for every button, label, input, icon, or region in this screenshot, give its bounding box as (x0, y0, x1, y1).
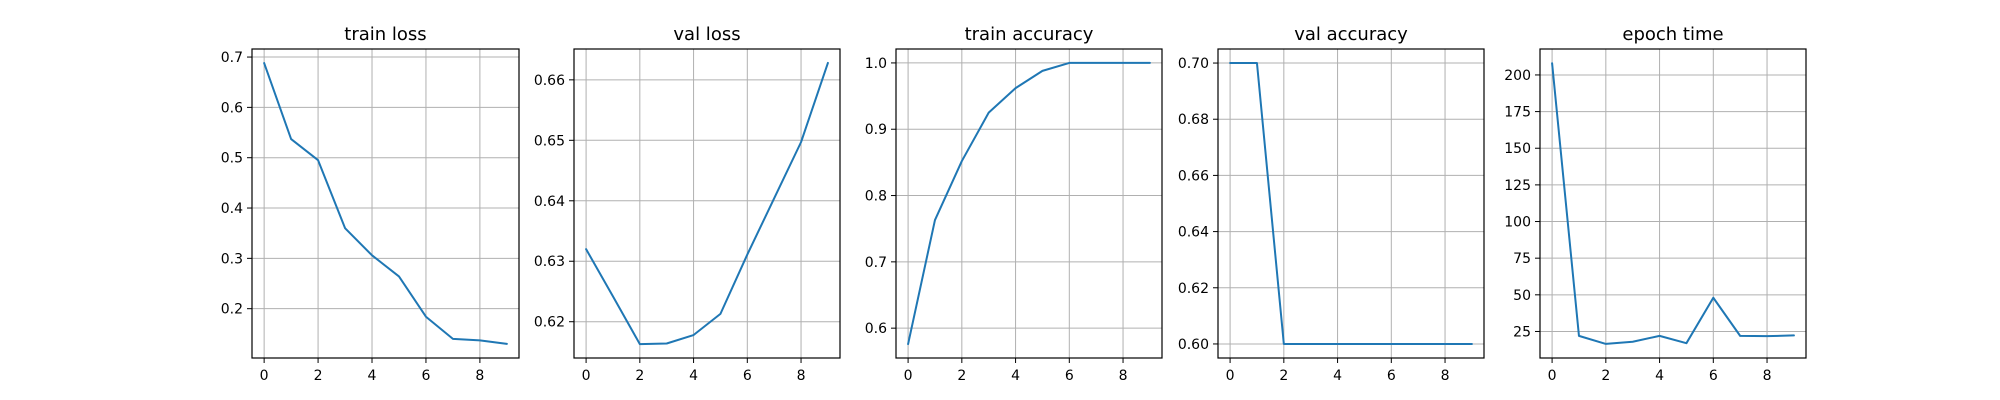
train-loss-y-tick-label: 0.4 (221, 201, 243, 217)
train-loss-series-line (263, 62, 508, 345)
train-accuracy-x-tick-label: 4 (1011, 368, 1020, 384)
train-accuracy-y-tick-label: 1.0 (865, 56, 887, 72)
train-accuracy-x-tick-label: 6 (1065, 368, 1074, 384)
epoch-time-y-tick-label: 200 (1504, 68, 1531, 84)
epoch-time-y-tick-label: 125 (1504, 178, 1531, 194)
epoch-time-x-tick-label: 4 (1655, 368, 1664, 384)
train-loss-title: train loss (344, 24, 426, 45)
val-loss-chart: 0 2 4 6 8 0.62 0.63 0.64 0.65 0.66 val loss (534, 24, 841, 384)
val-accuracy-x-tick-label: 4 (1333, 368, 1342, 384)
val-accuracy-y-tick-label: 0.62 (1178, 281, 1209, 297)
train-loss-plot-frame (251, 48, 520, 359)
epoch-time-title: epoch time (1622, 24, 1723, 45)
epoch-time-x-tick-label: 0 (1548, 368, 1557, 384)
val-loss-plot-frame (573, 48, 841, 359)
val-accuracy-y-tick-label: 0.66 (1178, 168, 1209, 184)
train-loss-y-tick-label: 0.2 (221, 302, 243, 318)
train-loss-x-tick-label: 6 (421, 368, 430, 384)
train-accuracy-plot-frame (895, 48, 1163, 359)
train-loss-x-tick-label: 0 (260, 368, 269, 384)
train-accuracy-y-tick-label: 0.8 (865, 189, 887, 205)
train-accuracy-chart: 0 2 4 6 8 0.6 0.7 0.8 0.9 1.0 train accuracy (865, 24, 1163, 384)
train-accuracy-title: train accuracy (965, 24, 1094, 45)
epoch-time-y-tick-label: 50 (1513, 288, 1531, 304)
val-accuracy-y-tick-label: 0.68 (1178, 112, 1209, 128)
val-loss-x-tick-label: 2 (635, 368, 644, 384)
train-accuracy-y-tick-label: 0.7 (865, 255, 887, 271)
epoch-time-x-tick-label: 2 (1601, 368, 1610, 384)
train-loss-y-tick-label: 0.3 (221, 251, 243, 267)
val-accuracy-y-tick-label: 0.60 (1178, 337, 1209, 353)
epoch-time-y-tick-label: 100 (1504, 215, 1531, 231)
epoch-time-chart: 0 2 4 6 8 25 50 75 100 125 150 175 200 epoch time (1504, 24, 1807, 384)
val-loss-title: val loss (673, 24, 740, 45)
train-loss-x-tick-label: 8 (475, 368, 484, 384)
val-loss-y-tick-label: 0.64 (534, 194, 565, 210)
val-accuracy-x-tick-label: 8 (1441, 368, 1450, 384)
train-accuracy-x-tick-label: 0 (904, 368, 913, 384)
train-accuracy-series-line (907, 61, 1151, 346)
train-loss-chart: 0 2 4 6 8 0.2 0.3 0.4 0.5 0.6 0.7 train loss (221, 24, 520, 384)
val-accuracy-y-tick-label: 0.70 (1178, 56, 1209, 72)
train-loss-y-tick-label: 0.6 (221, 100, 243, 116)
val-accuracy-chart: 0 2 4 6 8 0.60 0.62 0.64 0.66 0.68 0.70 val accurac… (1178, 24, 1485, 384)
val-accuracy-plot-frame (1217, 48, 1485, 359)
val-loss-x-tick-label: 6 (743, 368, 752, 384)
val-accuracy-series-line (1229, 62, 1473, 345)
train-loss-y-tick-label: 0.7 (221, 50, 243, 66)
epoch-time-x-tick-label: 8 (1763, 368, 1772, 384)
epoch-time-series-line (1551, 62, 1795, 345)
val-loss-series-line (585, 61, 829, 346)
val-accuracy-x-tick-label: 6 (1387, 368, 1396, 384)
epoch-time-y-tick-label: 175 (1504, 105, 1531, 121)
train-loss-x-tick-label: 4 (368, 368, 377, 384)
val-loss-x-tick-label: 8 (797, 368, 806, 384)
epoch-time-plot-frame (1539, 48, 1807, 359)
val-accuracy-title: val accuracy (1294, 24, 1408, 45)
val-loss-y-tick-label: 0.63 (534, 254, 565, 270)
epoch-time-y-tick-label: 25 (1513, 324, 1531, 340)
val-loss-y-tick-label: 0.62 (534, 315, 565, 331)
train-accuracy-x-tick-label: 2 (957, 368, 966, 384)
train-loss-x-tick-label: 2 (314, 368, 323, 384)
val-accuracy-y-tick-label: 0.64 (1178, 225, 1209, 241)
epoch-time-y-tick-label: 75 (1513, 251, 1531, 267)
train-accuracy-y-tick-label: 0.9 (865, 122, 887, 138)
val-accuracy-x-tick-label: 0 (1226, 368, 1235, 384)
val-loss-y-tick-label: 0.65 (534, 133, 565, 149)
train-loss-y-tick-label: 0.5 (221, 151, 243, 167)
train-accuracy-x-tick-label: 8 (1119, 368, 1128, 384)
val-accuracy-x-tick-label: 2 (1279, 368, 1288, 384)
val-loss-y-tick-label: 0.66 (534, 73, 565, 89)
val-loss-x-tick-label: 4 (689, 368, 698, 384)
train-accuracy-y-tick-label: 0.6 (865, 321, 887, 337)
val-loss-x-tick-label: 0 (582, 368, 591, 384)
epoch-time-x-tick-label: 6 (1709, 368, 1718, 384)
epoch-time-y-tick-label: 150 (1504, 141, 1531, 157)
